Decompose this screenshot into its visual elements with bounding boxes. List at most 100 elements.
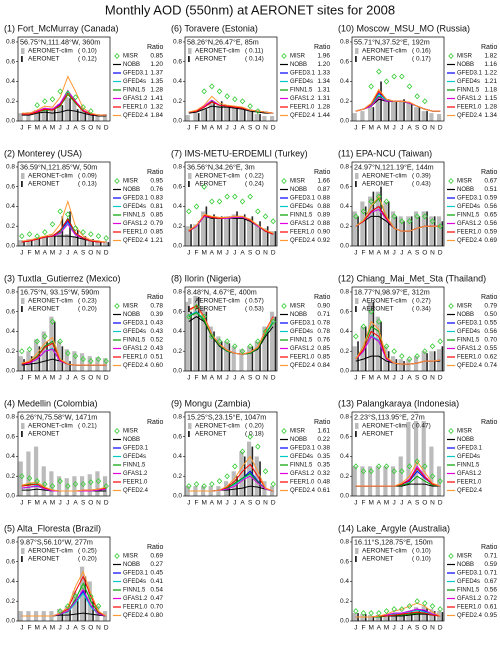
legend-label: AERONET-clim <box>195 298 240 305</box>
aeronet-bar <box>213 331 215 371</box>
x-tick-label: M <box>368 125 373 132</box>
ratio-value: 0.56 <box>484 587 497 594</box>
ratio-header: Ratio <box>147 294 163 301</box>
misr-marker <box>95 233 102 240</box>
legend-mean: ( 0.39) <box>412 173 431 180</box>
ratio-header: Ratio <box>481 169 497 176</box>
misr-marker <box>383 343 390 350</box>
model-line <box>21 570 107 617</box>
aeronet-bar <box>236 476 238 496</box>
y-tick-label: 0.4 <box>6 453 15 460</box>
clim-bar <box>383 615 388 621</box>
misr-marker <box>72 94 79 101</box>
plot-frame <box>17 286 111 372</box>
y-tick-label: 0.8 <box>340 39 349 46</box>
model-line <box>188 455 274 492</box>
misr-marker <box>414 213 420 220</box>
misr-marker <box>353 333 359 340</box>
panel-subtitle: 55.71°N,37.52°E, 192m <box>354 37 430 46</box>
clim-bar <box>185 115 190 121</box>
x-tick-label: M <box>384 125 389 132</box>
clim-bar <box>79 237 85 246</box>
subtitle-box <box>186 288 264 296</box>
x-tick-label: A <box>73 625 78 632</box>
x-tick-label: O <box>88 125 93 132</box>
misr-marker <box>239 98 246 105</box>
misr-marker <box>201 313 207 320</box>
misr-marker <box>414 598 420 605</box>
y-tick-label: 0.8 <box>340 289 349 296</box>
clim-bar <box>383 466 388 496</box>
x-tick-label: F <box>28 125 32 132</box>
ratio-value: 0.76 <box>317 337 330 344</box>
misr-marker <box>80 481 86 488</box>
aeronet-bar <box>92 601 94 621</box>
y-tick-label: 0.6 <box>6 308 15 315</box>
x-tick-label: A <box>407 625 412 632</box>
clim-bar <box>95 114 100 121</box>
legend-label: AERONET-clim <box>195 48 240 55</box>
x-tick-label: J <box>354 125 357 132</box>
misr-marker <box>216 338 223 345</box>
x-tick-label: N <box>430 250 435 257</box>
x-tick-label: O <box>422 375 427 382</box>
y-tick-label: 0.6 <box>173 433 182 440</box>
x-tick-label: N <box>96 500 101 507</box>
clim-bar <box>436 466 442 496</box>
misr-marker <box>65 350 71 357</box>
clim-bar <box>216 486 221 496</box>
y-tick-label: 0.4 <box>340 453 349 460</box>
subtitle-box <box>19 163 97 171</box>
panel-title: (11) EPA-NCU (Taiwan) <box>338 148 432 158</box>
misr-marker <box>103 235 109 242</box>
panel-subtitle: 56.75°N,111.48°W, 360m <box>20 37 100 46</box>
aeronet-bar <box>220 101 223 121</box>
legend-label: MISR <box>457 54 473 60</box>
y-tick-label: 0.6 <box>173 58 182 65</box>
legend-label: MISR <box>123 429 139 435</box>
misr-marker <box>224 193 230 200</box>
x-tick-label: A <box>407 500 412 507</box>
misr-marker <box>19 348 25 355</box>
aeronet-bar <box>441 346 444 371</box>
legend-mean: ( 0.14) <box>245 56 264 63</box>
misr-marker <box>255 443 261 450</box>
y-tick-label: 0.2 <box>6 598 15 605</box>
ratio-value: 0.56 <box>484 220 497 227</box>
x-tick-label: A <box>377 500 382 507</box>
y-tick-label: 0.0 <box>6 118 15 125</box>
x-tick-label: A <box>43 125 48 132</box>
legend-mean: ( 0.16) <box>412 48 431 55</box>
x-tick-label: J <box>66 125 69 132</box>
legend-label: FEER1.0 <box>123 230 148 236</box>
misr-marker <box>368 83 374 90</box>
ratio-value: 0.47 <box>150 595 163 602</box>
legend-swatch <box>355 431 357 437</box>
legend-label: GFED4s <box>123 204 146 210</box>
y-tick-label: 0.6 <box>340 433 349 440</box>
legend-label: AERONET-clim <box>28 423 73 430</box>
y-tick-label: 0.8 <box>173 39 182 46</box>
x-tick-label: M <box>201 375 206 382</box>
legend-label: GFED4s <box>457 79 480 85</box>
ratio-value: 0.61 <box>484 604 497 611</box>
plot-frame <box>17 536 111 622</box>
clim-bar <box>406 359 411 371</box>
y-tick-label: 0.0 <box>340 368 349 375</box>
y-tick-label: 0.6 <box>173 308 182 315</box>
legend-label: GFAS1.2 <box>457 596 482 602</box>
legend-label: GFED4s <box>290 79 313 85</box>
legend-mean: ( 0.18) <box>245 431 264 438</box>
clim-bar <box>200 306 206 371</box>
x-tick-label: M <box>384 625 389 632</box>
x-tick-label: J <box>187 375 190 382</box>
x-tick-label: J <box>233 250 236 257</box>
plot-frame <box>351 411 445 497</box>
y-tick-label: 0.2 <box>340 98 349 105</box>
ratio-value: 0.45 <box>150 570 163 577</box>
misr-marker <box>414 93 420 100</box>
ratio-value: 1.61 <box>317 428 330 435</box>
legend-label: GFAS1.2 <box>457 96 482 102</box>
x-tick-label: M <box>201 500 206 507</box>
legend-label: AERONET-clim <box>195 423 240 430</box>
